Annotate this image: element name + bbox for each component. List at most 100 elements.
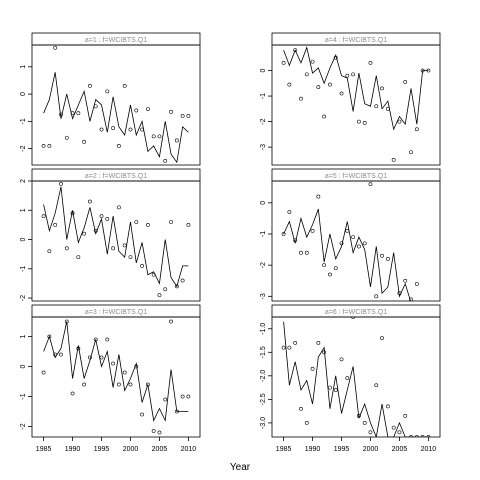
data-point (427, 300, 430, 301)
x-tick-label: 2010 (421, 446, 437, 453)
panel-4: a=5 : f=WCIBTS.Q1 -3 -2 -1 0 (260, 168, 441, 302)
data-point (122, 370, 127, 375)
x-tick-label: 1985 (36, 446, 52, 453)
panel-1: a=1 : f=WCIBTS.Q1 -2 -1 0 1 (20, 32, 201, 166)
data-point (93, 104, 98, 109)
y-tick-label: 0 (20, 92, 27, 96)
data-point (70, 111, 75, 116)
data-point (163, 287, 168, 292)
y-tick-label: 0 (20, 237, 27, 241)
data-point (299, 96, 303, 101)
data-point (310, 228, 315, 233)
data-point (174, 409, 179, 414)
data-point (64, 246, 69, 251)
x-axes: 1985 1990 1995 2000 2005 2010 1985 1990 1995 2000… (36, 437, 437, 453)
data-point (403, 278, 408, 283)
data-point (304, 250, 309, 255)
data-point (169, 109, 173, 114)
data-point (351, 72, 356, 77)
data-point (64, 135, 69, 140)
data-point (47, 334, 52, 339)
data-point (287, 82, 292, 87)
data-point (345, 228, 350, 233)
data-point (93, 228, 98, 233)
series-line (283, 46, 429, 131)
x-tick-label: 1995 (94, 446, 110, 453)
data-point (59, 352, 63, 357)
data-point (368, 182, 373, 187)
data-point (47, 249, 52, 254)
data-point (47, 144, 52, 148)
y-tick-label: -2 (20, 145, 27, 151)
y-tick-label: -3 (260, 144, 267, 150)
data-point (151, 134, 156, 139)
data-point (163, 397, 168, 402)
y-tick-label: -2 (20, 295, 27, 301)
y-tick-label: -3.0 (260, 417, 267, 429)
y-tick-label: -2.5 (260, 393, 267, 405)
data-point (140, 263, 144, 268)
data-point (88, 355, 92, 360)
panels: a=1 : f=WCIBTS.Q1 -2 -1 0 1 a=4 : f=WCIBTS.Q1… (20, 32, 441, 438)
y-tick-label: -1.5 (260, 346, 267, 358)
data-point (174, 284, 179, 289)
data-point (333, 388, 338, 392)
series-line (43, 321, 189, 422)
data-point (76, 346, 81, 351)
data-point (392, 300, 395, 301)
y-tick-label: -1 (20, 118, 27, 124)
data-point (157, 430, 162, 435)
data-point (88, 199, 92, 204)
data-point (362, 120, 367, 125)
data-point (397, 291, 402, 296)
data-point (53, 45, 58, 50)
y-tick-label: 0 (260, 201, 267, 205)
data-point (385, 404, 390, 409)
data-point (322, 114, 327, 119)
data-point (420, 68, 425, 73)
data-point (145, 107, 150, 111)
x-tick-label: 1990 (305, 446, 321, 453)
series-line (43, 186, 189, 288)
data-point (140, 127, 144, 132)
y-tick-label: 1 (20, 65, 27, 69)
x-tick-label: 2010 (181, 446, 197, 453)
data-point (93, 337, 98, 342)
data-point (362, 420, 367, 425)
y-tick-label: -1.0 (260, 323, 267, 335)
data-point (409, 435, 413, 437)
data-point (76, 255, 81, 260)
data-point (293, 238, 298, 243)
data-point (328, 385, 332, 390)
data-point (99, 355, 104, 360)
data-point (299, 406, 303, 411)
data-point (281, 60, 286, 65)
data-point (345, 73, 350, 78)
data-point (145, 222, 150, 227)
data-point (128, 382, 133, 387)
data-point (134, 220, 139, 224)
y-tick-label: -3 (260, 293, 267, 299)
y-tick-label: 1 (20, 208, 27, 212)
data-point (293, 340, 298, 345)
y-tick-label: -1 (20, 266, 27, 272)
data-point (88, 84, 92, 88)
data-point (145, 382, 150, 387)
panel-frame (271, 316, 441, 438)
data-point (310, 366, 315, 371)
data-point (409, 150, 413, 155)
data-point (163, 159, 168, 163)
data-point (41, 370, 46, 375)
data-point (385, 257, 390, 261)
data-point (374, 383, 379, 388)
y-tick-label: -2 (260, 118, 267, 124)
data-point (333, 55, 338, 60)
data-point (316, 194, 321, 199)
panel-6: a=6 : f=WCIBTS.Q1 -3.0 -2.5 -2.0 -1.5 -1.0 (260, 304, 441, 438)
data-point (356, 119, 361, 124)
data-point (345, 376, 350, 381)
data-point (186, 394, 191, 399)
data-point (53, 222, 58, 227)
data-point (134, 364, 139, 369)
